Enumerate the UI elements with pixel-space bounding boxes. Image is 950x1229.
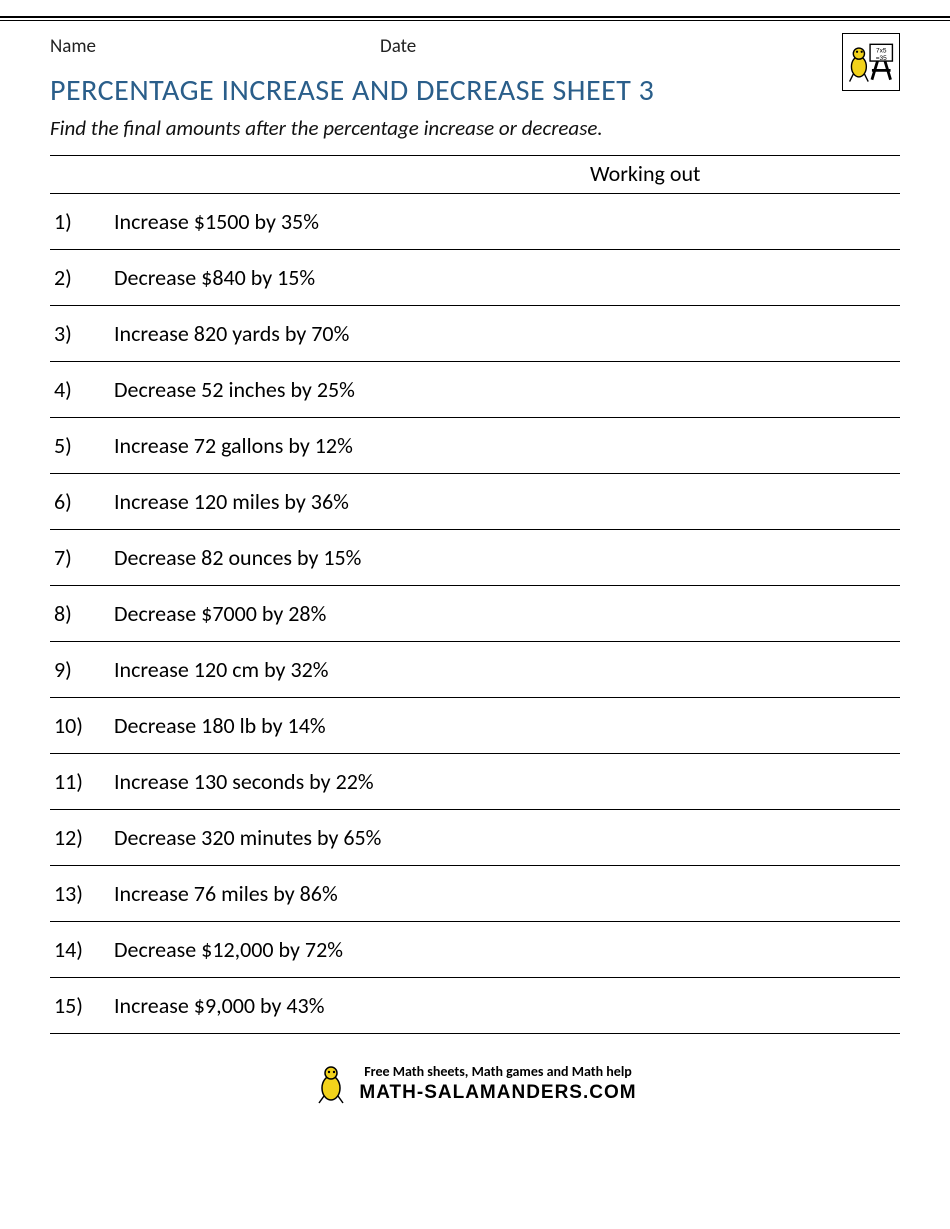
question-text: Increase 820 yards by 70% bbox=[114, 320, 610, 347]
questions-list: 1)Increase $1500 by 35%2)Decrease $840 b… bbox=[50, 193, 900, 1033]
spacer bbox=[50, 160, 590, 187]
content-area: Name Date 7x5 =35 PERCENTAGE INCR bbox=[0, 29, 950, 1034]
question-row: 13)Increase 76 miles by 86% bbox=[50, 865, 900, 921]
question-row: 14)Decrease $12,000 by 72% bbox=[50, 921, 900, 977]
question-text: Decrease 320 minutes by 65% bbox=[114, 824, 610, 851]
question-row: 2)Decrease $840 by 15% bbox=[50, 249, 900, 305]
instructions-text: Find the final amounts after the percent… bbox=[50, 115, 900, 141]
question-row: 5)Increase 72 gallons by 12% bbox=[50, 417, 900, 473]
question-number: 3) bbox=[50, 320, 114, 347]
question-number: 7) bbox=[50, 544, 114, 571]
worksheet-title: PERCENTAGE INCREASE AND DECREASE SHEET 3 bbox=[50, 72, 900, 109]
question-text: Increase 76 miles by 86% bbox=[114, 880, 610, 907]
question-text: Decrease $840 by 15% bbox=[114, 264, 610, 291]
footer-salamander-icon bbox=[313, 1062, 349, 1104]
question-row: 3)Increase 820 yards by 70% bbox=[50, 305, 900, 361]
top-double-rule bbox=[0, 16, 950, 21]
question-number: 14) bbox=[50, 936, 114, 963]
question-row: 1)Increase $1500 by 35% bbox=[50, 193, 900, 249]
question-number: 15) bbox=[50, 992, 114, 1019]
salamander-logo-icon: 7x5 =35 bbox=[842, 33, 900, 91]
question-row: 4)Decrease 52 inches by 25% bbox=[50, 361, 900, 417]
question-row: 11)Increase 130 seconds by 22% bbox=[50, 753, 900, 809]
question-text: Increase 72 gallons by 12% bbox=[114, 432, 610, 459]
question-text: Increase 120 cm by 32% bbox=[114, 656, 610, 683]
question-number: 5) bbox=[50, 432, 114, 459]
question-text: Increase 130 seconds by 22% bbox=[114, 768, 610, 795]
question-row: 7)Decrease 82 ounces by 15% bbox=[50, 529, 900, 585]
worksheet-page: Name Date 7x5 =35 PERCENTAGE INCR bbox=[0, 16, 950, 1129]
question-text: Decrease $12,000 by 72% bbox=[114, 936, 610, 963]
footer-wrap: Free Math sheets, Math games and Math he… bbox=[313, 1062, 636, 1104]
question-number: 10) bbox=[50, 712, 114, 739]
question-text: Increase 120 miles by 36% bbox=[114, 488, 610, 515]
question-text: Decrease 82 ounces by 15% bbox=[114, 544, 610, 571]
svg-text:7x5: 7x5 bbox=[876, 48, 887, 55]
question-number: 6) bbox=[50, 488, 114, 515]
name-label: Name bbox=[50, 35, 380, 58]
footer: Free Math sheets, Math games and Math he… bbox=[0, 1054, 950, 1129]
date-label: Date bbox=[380, 35, 416, 58]
rule-below-questions bbox=[50, 1033, 900, 1034]
question-text: Decrease $7000 by 28% bbox=[114, 600, 610, 627]
question-row: 12)Decrease 320 minutes by 65% bbox=[50, 809, 900, 865]
working-out-header: Working out bbox=[50, 156, 900, 193]
name-date-row: Name Date 7x5 =35 bbox=[50, 29, 900, 72]
question-text: Increase $9,000 by 43% bbox=[114, 992, 610, 1019]
question-number: 9) bbox=[50, 656, 114, 683]
question-number: 2) bbox=[50, 264, 114, 291]
question-number: 8) bbox=[50, 600, 114, 627]
working-out-label: Working out bbox=[590, 160, 700, 187]
question-number: 13) bbox=[50, 880, 114, 907]
footer-text: Free Math sheets, Math games and Math he… bbox=[359, 1063, 636, 1104]
question-row: 15)Increase $9,000 by 43% bbox=[50, 977, 900, 1033]
question-row: 10)Decrease 180 lb by 14% bbox=[50, 697, 900, 753]
question-row: 8)Decrease $7000 by 28% bbox=[50, 585, 900, 641]
footer-tagline: Free Math sheets, Math games and Math he… bbox=[359, 1063, 636, 1080]
question-text: Increase $1500 by 35% bbox=[114, 208, 610, 235]
question-number: 4) bbox=[50, 376, 114, 403]
question-number: 11) bbox=[50, 768, 114, 795]
question-text: Decrease 180 lb by 14% bbox=[114, 712, 610, 739]
question-row: 9)Increase 120 cm by 32% bbox=[50, 641, 900, 697]
question-number: 12) bbox=[50, 824, 114, 851]
footer-site-name: MATH-SALAMANDERS.COM bbox=[359, 1082, 636, 1104]
question-number: 1) bbox=[50, 208, 114, 235]
question-row: 6)Increase 120 miles by 36% bbox=[50, 473, 900, 529]
question-text: Decrease 52 inches by 25% bbox=[114, 376, 610, 403]
